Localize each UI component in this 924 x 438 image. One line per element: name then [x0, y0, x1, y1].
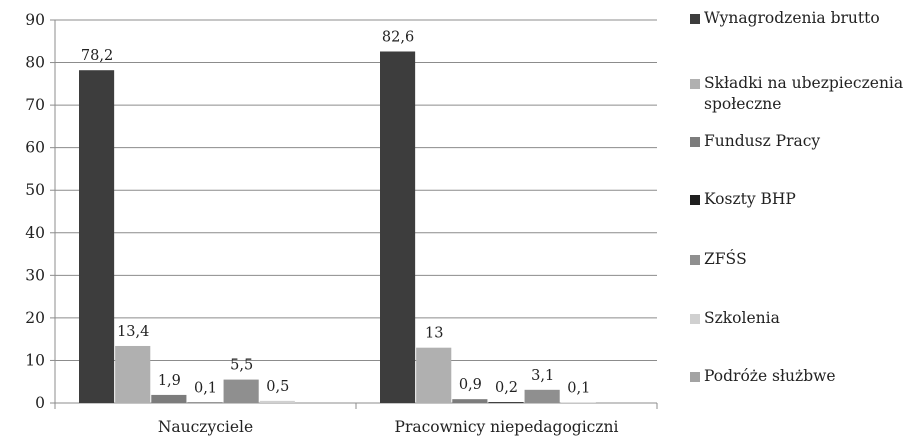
legend-swatch	[690, 195, 700, 205]
legend-label: Składki na ubezpieczenia społeczne	[704, 74, 904, 113]
data-label: 3,1	[531, 368, 554, 384]
legend-swatch	[690, 14, 700, 24]
legend-item: Wynagrodzenia brutto	[690, 8, 924, 29]
y-tick-label: 40	[25, 224, 45, 242]
y-tick-label: 0	[35, 394, 45, 412]
bar	[416, 347, 452, 403]
bar-chart: 0 10 20 30 40 50 60 70 80 90 Nauczyciele Pracownicy…	[25, 11, 658, 436]
bar	[79, 70, 115, 404]
bars	[79, 51, 596, 404]
legend-label: Wynagrodzenia brutto	[704, 9, 880, 27]
x-category-label: Nauczyciele	[158, 418, 253, 436]
legend-item: Koszty BHP	[690, 189, 924, 210]
legend-label: Podróże służbwe	[704, 367, 836, 385]
data-label: 5,5	[230, 358, 253, 374]
y-tick-label: 60	[25, 139, 45, 157]
bar	[115, 345, 151, 403]
legend-item: Podróże służbwe	[690, 366, 924, 387]
legend-label: ZFŚS	[704, 250, 747, 268]
y-tick-label: 10	[25, 351, 45, 369]
y-tick-label: 20	[25, 309, 45, 327]
legend-item: Fundusz Pracy	[690, 131, 924, 152]
data-label: 0,5	[266, 379, 289, 395]
data-label: 78,2	[81, 48, 113, 64]
y-tick-label: 70	[25, 96, 45, 114]
data-labels: 78,2 13,4 1,9 0,1 5,5 0,5 82,6 13 0,9 0,2 3,1 0,1	[81, 29, 590, 396]
legend-swatch	[690, 314, 700, 324]
legend-item: ZFŚS	[690, 249, 924, 270]
data-label: 0,1	[567, 381, 590, 397]
data-label: 0,1	[194, 381, 217, 397]
legend-swatch	[690, 372, 700, 382]
data-label: 0,9	[459, 377, 482, 393]
data-label: 13,4	[117, 324, 149, 340]
legend-swatch	[690, 255, 700, 265]
bar	[259, 400, 295, 403]
legend-swatch	[690, 79, 700, 89]
y-tick-label: 50	[25, 181, 45, 199]
x-category-label: Pracownicy niepedagogiczni	[395, 418, 619, 436]
legend-item: Składki na ubezpieczenia społeczne	[690, 73, 924, 115]
gridlines	[55, 19, 657, 361]
data-label: 13	[425, 326, 443, 342]
legend-label: Fundusz Pracy	[704, 132, 821, 150]
data-label: 82,6	[382, 29, 414, 45]
bar	[488, 402, 524, 403]
legend-item: Szkolenia	[690, 308, 924, 329]
bar	[380, 51, 416, 403]
legend-label: Szkolenia	[704, 309, 780, 327]
legend-swatch	[690, 137, 700, 147]
y-tick-label: 80	[25, 54, 45, 72]
bar	[223, 379, 259, 403]
legend-label: Koszty BHP	[704, 190, 796, 208]
axes: 0 10 20 30 40 50 60 70 80 90 Nauczyciele Pracownicy…	[25, 11, 658, 436]
y-tick-label: 90	[25, 11, 45, 29]
data-label: 1,9	[158, 373, 181, 389]
y-tick-label: 30	[25, 266, 45, 284]
bar	[524, 389, 560, 403]
bar	[151, 394, 187, 403]
bar	[452, 399, 488, 403]
data-label: 0,2	[495, 380, 518, 396]
